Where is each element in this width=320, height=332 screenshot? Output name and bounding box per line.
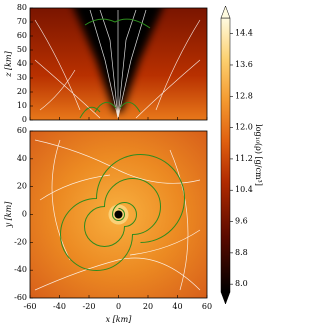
- colorbar-extend-bottom: [220, 291, 231, 305]
- colorbar-tick-label: 9.6: [235, 217, 248, 226]
- colorbar-tick-label: 14.4: [235, 29, 253, 38]
- y-tick-label: 70: [17, 17, 27, 26]
- y-tick-label: 0: [22, 115, 27, 124]
- y-tick-label: 20: [17, 182, 27, 191]
- colorbar-tick-label: 8.0: [235, 279, 248, 288]
- colorbar-tick-label: 12.8: [235, 91, 253, 100]
- y-tick-label: 60: [17, 126, 27, 135]
- colorbar-extend-top: [220, 5, 231, 19]
- colorbar-tick-label: 10.4: [235, 185, 253, 194]
- y-tick-label: -40: [14, 265, 27, 274]
- y-tick-label: -60: [14, 293, 27, 302]
- colorbar-label: log₁₀(ρ) [g/cm³]: [254, 124, 263, 186]
- y-tick-label: 10: [17, 101, 27, 110]
- y-tick-label: -20: [14, 237, 27, 246]
- y-tick-label: 20: [17, 87, 27, 96]
- y-tick-label: 0: [22, 210, 27, 219]
- x-tick-label: 40: [172, 302, 182, 311]
- figure: 0 10 20 30 40 50 60 70 80 z [km] -60 -40 -20 0 20 40 60 -…: [4, 3, 263, 324]
- y-tick-label: 80: [17, 3, 27, 12]
- bottom-panel-image: [30, 131, 207, 298]
- y-tick-label: 40: [17, 154, 27, 163]
- colorbar-tick-label: 12.0: [235, 123, 253, 132]
- y-tick-label: 50: [17, 45, 27, 54]
- x-tick-label: -60: [24, 302, 37, 311]
- colorbar-tick-label: 13.6: [235, 60, 253, 69]
- y-tick-label: 40: [17, 59, 27, 68]
- y-axis-label: y [km]: [4, 201, 13, 229]
- colorbar-tick-label: 11.2: [235, 154, 253, 163]
- y-tick-label: 60: [17, 31, 27, 40]
- y-tick-label: 30: [17, 73, 27, 82]
- x-tick-label: 20: [143, 302, 153, 311]
- x-tick-label: -40: [53, 302, 66, 311]
- colorbar-tick-label: 8.8: [235, 248, 248, 257]
- x-tick-label: -20: [83, 302, 96, 311]
- x-tick-label: 0: [116, 302, 121, 311]
- top-panel-image: [30, 8, 207, 120]
- colorbar: [220, 17, 231, 293]
- x-tick-label: 60: [202, 302, 212, 311]
- y-axis-label: z [km]: [4, 50, 13, 77]
- x-axis-label: x [km]: [106, 315, 133, 324]
